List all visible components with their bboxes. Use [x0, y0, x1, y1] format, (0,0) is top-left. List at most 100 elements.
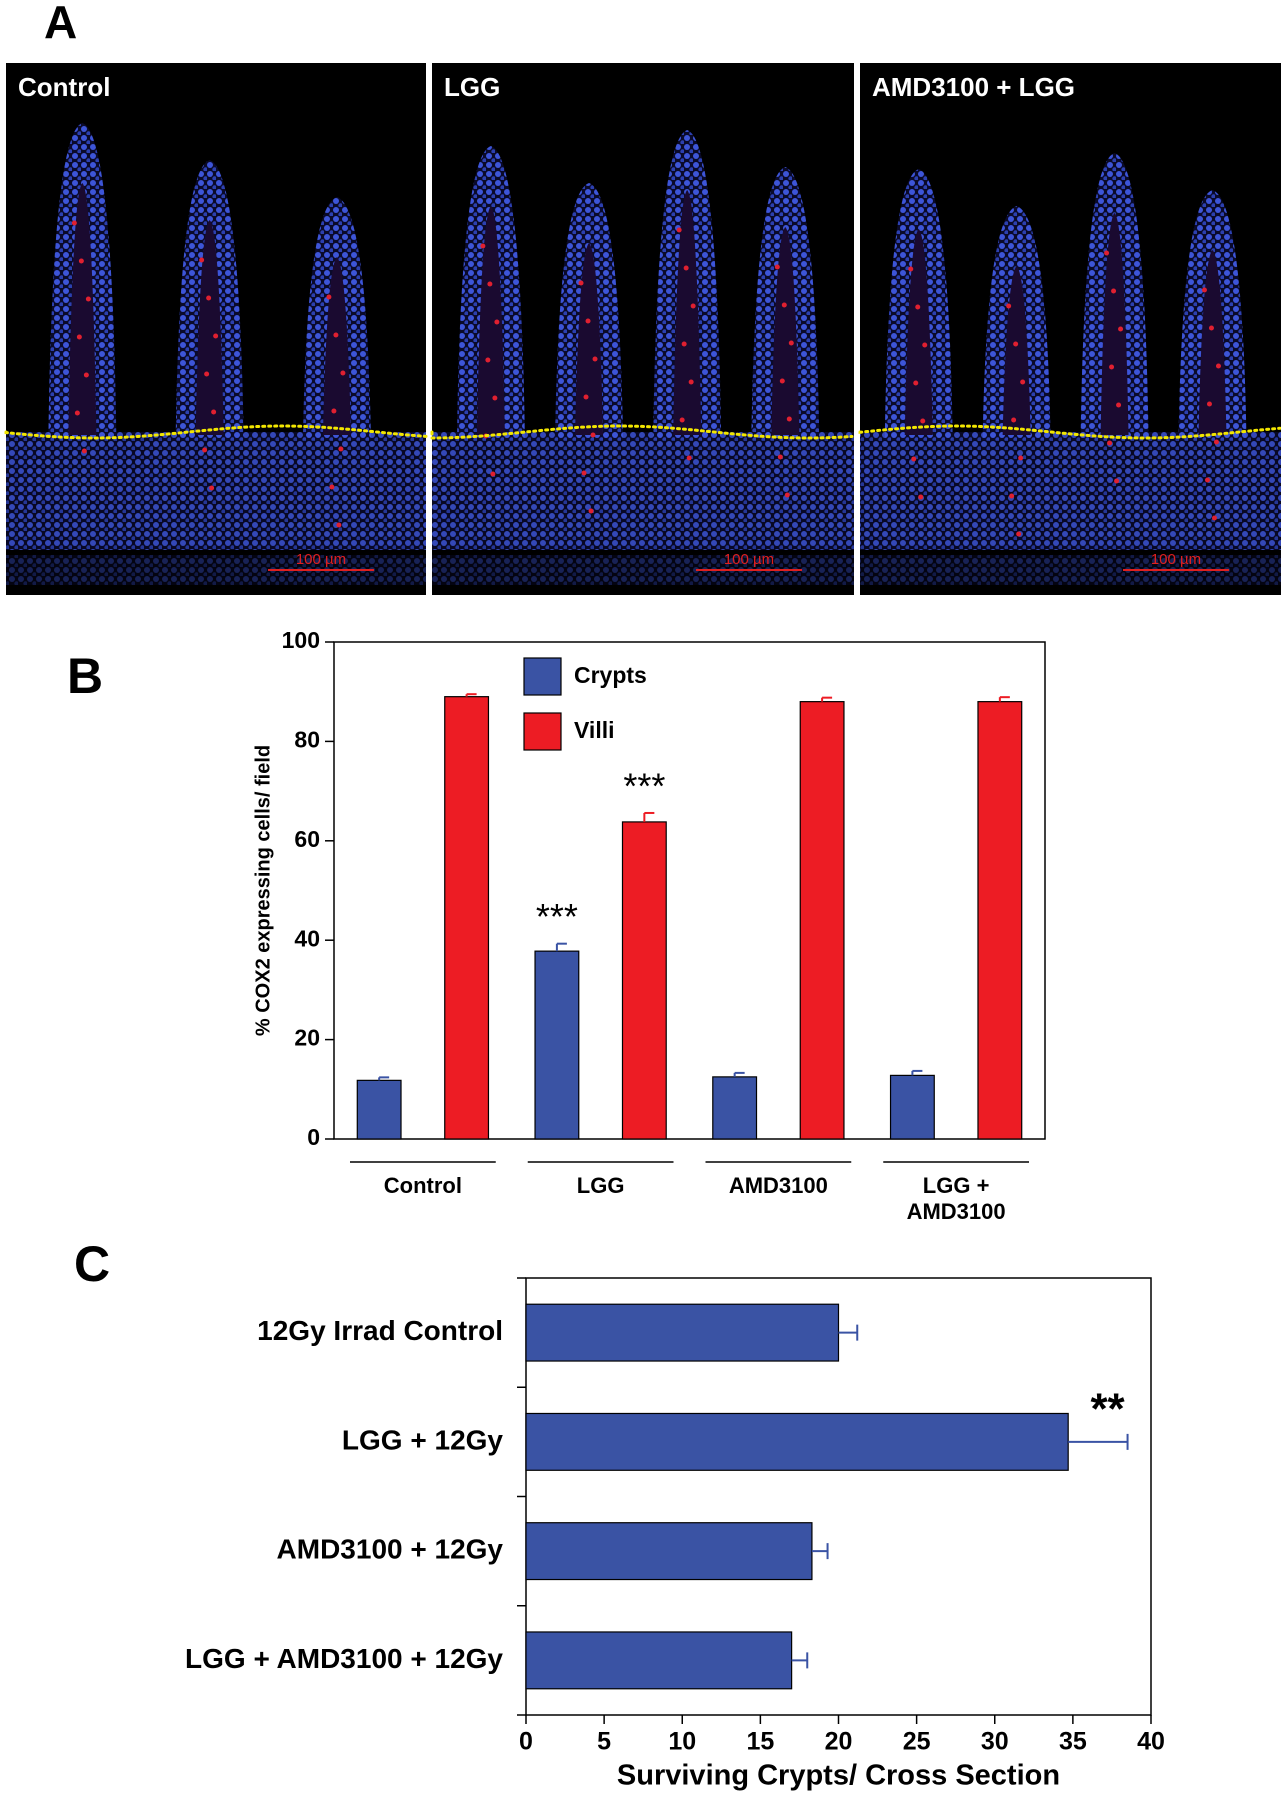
- cox2-signal: [676, 227, 682, 233]
- x-category: LGG + AMD3100: [907, 1173, 1006, 1224]
- cox2-signal: [480, 243, 486, 249]
- cox2-signal: [688, 379, 694, 385]
- cox2-signal: [777, 454, 783, 460]
- legend-swatch: [523, 712, 562, 751]
- bar: [977, 701, 1023, 1140]
- bar: [525, 1522, 813, 1581]
- cox2-signal: [202, 447, 208, 453]
- cox2-signal: [913, 380, 919, 386]
- error-bar: [911, 1069, 923, 1076]
- cox2-signal: [915, 304, 921, 310]
- cox2-signal: [326, 294, 332, 300]
- cox2-signal: [333, 332, 339, 338]
- image-title: AMD3100 + LGG: [872, 72, 1075, 102]
- y-tick-label: AMD3100 + 12Gy: [277, 1534, 504, 1565]
- error-bar: [811, 1543, 829, 1560]
- panel-label: A: [44, 0, 77, 48]
- x-category: Control: [383, 1173, 462, 1198]
- cox2-signal: [1114, 478, 1120, 484]
- cox2-signal: [1201, 287, 1207, 293]
- bar: [525, 1631, 793, 1690]
- legend-label: Villi: [574, 717, 615, 743]
- x-tick-label: AMD3100: [728, 1173, 828, 1198]
- y-tick-label: 80: [294, 726, 320, 752]
- crypt-villus-boundary: [4, 424, 428, 440]
- crypt-villus-boundary: [430, 424, 854, 440]
- panel-label: B: [67, 648, 103, 704]
- y-tick-label: 12Gy Irrad Control: [257, 1315, 503, 1346]
- bar: [356, 1079, 402, 1140]
- x-tick-label: 0: [519, 1728, 533, 1756]
- cox2-signal: [199, 257, 205, 263]
- bar: [534, 950, 580, 1140]
- image-title: Control: [18, 72, 110, 102]
- cox2-signal: [1213, 439, 1219, 445]
- cox2-signal: [487, 281, 493, 287]
- cox2-signal: [74, 410, 80, 416]
- crypt-layer: [860, 432, 1281, 550]
- y-tick-label: 0: [307, 1124, 320, 1150]
- cox2-signal: [1109, 364, 1115, 370]
- legend-swatch: [523, 657, 562, 696]
- chart-c: C 0 5 10 15 20 25 30 35 40 Surviving Crypts/ Cross…: [74, 1236, 1165, 1791]
- y-tick-label: 20: [294, 1025, 320, 1051]
- x-tick-label: 10: [668, 1728, 696, 1756]
- cox2-signal: [1111, 288, 1117, 294]
- y-tick-label: LGG + 12Gy: [342, 1424, 503, 1455]
- villus-core: [1198, 250, 1227, 435]
- cox2-signal: [1104, 250, 1110, 256]
- x-tick-label: LGG: [576, 1173, 625, 1198]
- cox2-signal: [494, 319, 500, 325]
- cox2-signal: [581, 470, 587, 476]
- x-tick-label: 15: [746, 1728, 774, 1756]
- bar: [525, 1412, 1069, 1471]
- cox2-signal: [786, 416, 792, 422]
- crypt-villus-boundary: [858, 424, 1281, 440]
- cox2-signal: [1208, 325, 1214, 331]
- villus-core: [771, 227, 800, 435]
- cox2-signal: [485, 357, 491, 363]
- panel-label: C: [74, 1236, 110, 1292]
- cox2-signal: [683, 265, 689, 271]
- bar: [712, 1076, 758, 1140]
- chart-b: B 0 20 40 60 80 100 % COX2 expressing cells/ fi…: [67, 627, 1046, 1224]
- x-category: AMD3100: [728, 1173, 828, 1198]
- cox2-signal: [331, 408, 337, 414]
- scale-bar-label: 100 µm: [296, 551, 346, 568]
- bar: [799, 701, 845, 1140]
- cox2-signal: [1018, 455, 1024, 461]
- bar: [444, 696, 490, 1140]
- x-tick-label: 30: [981, 1728, 1009, 1756]
- x-tick-label: Control: [383, 1173, 462, 1198]
- legend-label: Crypts: [574, 662, 647, 688]
- x-tick-label: 5: [597, 1728, 611, 1756]
- cox2-signal: [213, 333, 219, 339]
- cox2-signal: [592, 356, 598, 362]
- scale-bar-label: 100 µm: [724, 551, 774, 568]
- error-bar: [791, 1652, 809, 1669]
- cox2-signal: [1011, 417, 1017, 423]
- error-bar: [998, 696, 1010, 702]
- y-tick-label: LGG + AMD3100 + 12Gy: [185, 1643, 503, 1674]
- cox2-signal: [76, 334, 82, 340]
- cox2-signal: [1211, 515, 1217, 521]
- cox2-signal: [1016, 531, 1022, 537]
- cox2-signal: [83, 372, 89, 378]
- cox2-signal: [681, 341, 687, 347]
- cox2-signal: [908, 266, 914, 272]
- cox2-signal: [206, 295, 212, 301]
- bar: [621, 821, 667, 1140]
- cox2-signal: [329, 484, 335, 490]
- y-tick-label: 60: [294, 826, 320, 852]
- villus-core: [68, 183, 97, 435]
- error-bar: [555, 942, 567, 952]
- cox2-signal: [1020, 379, 1026, 385]
- cox2-signal: [1116, 402, 1122, 408]
- cox2-signal: [78, 258, 84, 264]
- x-axis-label: Surviving Crypts/ Cross Section: [617, 1760, 1060, 1792]
- cox2-signal: [1107, 440, 1113, 446]
- cox2-signal: [1006, 303, 1012, 309]
- scale-bar-label: 100 µm: [1151, 551, 1201, 568]
- villus-core: [575, 243, 604, 435]
- micrograph: LGG 100 µm: [430, 63, 854, 595]
